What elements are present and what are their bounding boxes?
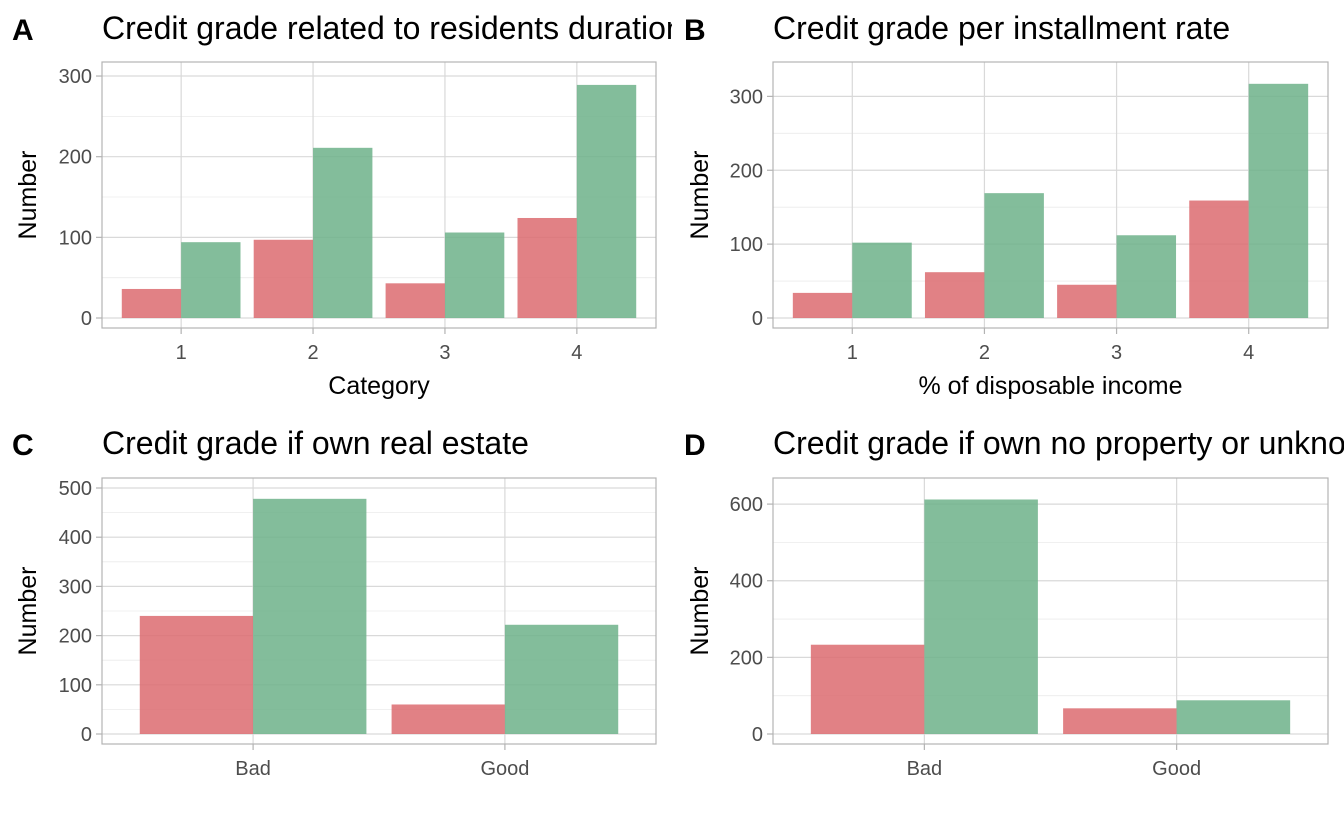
panel-a-xtick-label: 4 [571, 342, 582, 364]
panel-d-bar-bad-good [1063, 708, 1177, 734]
panel-b-bar-good-2 [984, 193, 1044, 318]
panel-d-ytick-label: 0 [752, 724, 763, 746]
panel-c-bar-good-good [504, 624, 619, 734]
panel-d-ytick-label: 600 [730, 494, 763, 516]
panel-c-ytick-label: 500 [59, 478, 92, 500]
panel-b-border [772, 61, 1329, 329]
panel-c: C Credit grade if own real estate 0 100 200 3… [12, 425, 657, 780]
panel-d-border [772, 477, 1329, 745]
panel-b-title: Credit grade per installment rate [773, 10, 1230, 46]
panel-d-letter: D [684, 429, 706, 462]
panel-d-ytick-label: 200 [730, 647, 763, 669]
panel-a: A Credit grade related to residents durat… [12, 10, 684, 400]
panel-b-bar-bad-3 [1057, 284, 1117, 318]
panel-b-bar-bad-2 [924, 272, 985, 318]
panel-a-bar-bad-2 [253, 239, 314, 318]
panel-c-ytick-label: 0 [81, 724, 92, 746]
panel-b-xtick-label: 2 [979, 342, 990, 364]
panel-a-bar-good-2 [313, 147, 373, 318]
panel-b-ytick-label: 300 [730, 86, 763, 108]
panel-b-bar-good-4 [1248, 83, 1309, 318]
panel-a-title: Credit grade related to residents durati… [102, 10, 684, 46]
panel-d-xtick-label: Good [1152, 758, 1201, 780]
panel-b-bar-good-3 [1116, 235, 1177, 318]
panel-b-xtick-label: 1 [847, 342, 858, 364]
panel-b-ytick-label: 100 [730, 234, 763, 256]
panel-c-title: Credit grade if own real estate [102, 425, 529, 461]
panel-d: D Credit grade if own no property or unkn… [684, 425, 1344, 780]
panel-b-ylabel: Number [686, 151, 714, 240]
panel-c-letter: C [12, 429, 34, 462]
panel-c-ytick-label: 100 [59, 675, 92, 697]
panel-a-bar-bad-1 [121, 288, 182, 318]
panel-d-bar-good-good [1176, 700, 1291, 734]
panel-a-bar-good-4 [576, 84, 637, 319]
panel-c-ylabel: Number [14, 567, 42, 656]
panel-b-bar-bad-4 [1189, 200, 1249, 318]
panel-c-ytick-label: 300 [59, 576, 92, 598]
panel-d-ytick-label: 400 [730, 571, 763, 593]
panel-c-xtick-label: Bad [235, 758, 271, 780]
panel-d-title: Credit grade if own no property or unkno… [773, 425, 1344, 461]
panel-a-ytick-label: 200 [59, 147, 92, 169]
panel-c-ytick-label: 200 [59, 626, 92, 648]
panel-b-ytick-label: 200 [730, 160, 763, 182]
panel-b: B Credit grade per installment rate 0 100 20… [684, 10, 1329, 400]
panel-c-border [101, 477, 657, 745]
panel-c-bar-good-bad [253, 498, 367, 734]
panel-c-bar-bad-good [391, 704, 505, 734]
panel-b-bar-bad-1 [792, 292, 853, 318]
panel-a-bar-good-3 [444, 232, 505, 318]
panel-a-bar-good-1 [181, 242, 241, 318]
panel-c-ytick-label: 400 [59, 527, 92, 549]
panel-d-bar-good-bad [924, 499, 1038, 734]
panel-a-ytick-label: 300 [59, 66, 92, 88]
panel-a-ytick-label: 100 [59, 227, 92, 249]
panel-d-xtick-label: Bad [907, 758, 943, 780]
panel-a-xlabel: Category [328, 372, 430, 400]
panel-a-xtick-label: 3 [439, 342, 450, 364]
panel-a-bar-bad-4 [517, 217, 577, 318]
panel-a-letter: A [12, 14, 34, 47]
panel-d-bar-bad-bad [810, 644, 925, 734]
panel-b-xtick-label: 3 [1111, 342, 1122, 364]
panel-b-ytick-label: 0 [752, 308, 763, 330]
panel-d-ylabel: Number [686, 567, 714, 656]
panel-a-ylabel: Number [14, 151, 42, 240]
panel-a-xtick-label: 1 [176, 342, 187, 364]
panel-a-xtick-label: 2 [307, 342, 318, 364]
panel-a-ytick-label: 0 [81, 308, 92, 330]
panel-a-border [101, 61, 657, 329]
panel-b-xtick-label: 4 [1243, 342, 1254, 364]
panel-b-bar-good-1 [852, 242, 912, 318]
panel-c-xtick-label: Good [480, 758, 529, 780]
panel-b-letter: B [684, 14, 706, 47]
panel-a-bar-bad-3 [385, 283, 445, 318]
panel-c-bar-bad-bad [139, 615, 254, 734]
panel-b-xlabel: % of disposable income [918, 372, 1182, 400]
